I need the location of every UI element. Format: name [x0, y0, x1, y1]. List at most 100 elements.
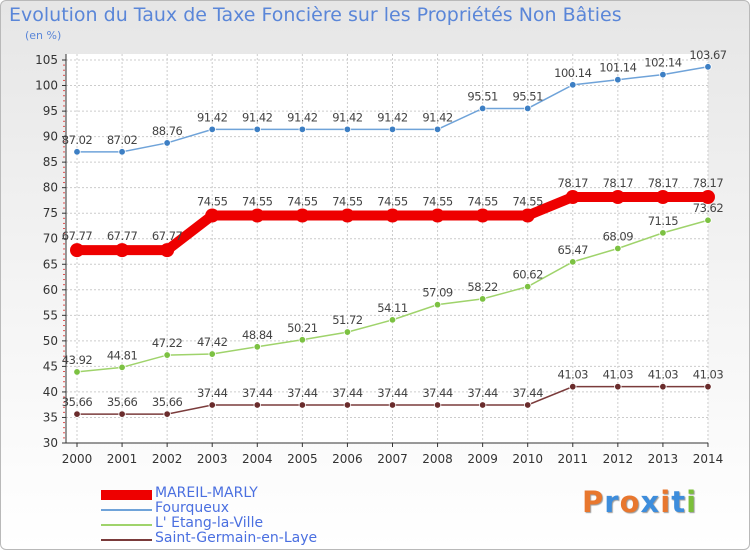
y-tick-label: 65 — [43, 257, 58, 271]
y-minor-tick — [63, 427, 65, 429]
y-minor-tick — [63, 217, 65, 219]
data-point — [73, 410, 81, 418]
data-point — [340, 208, 355, 223]
data-point — [163, 139, 171, 147]
data-label: 41.03 — [558, 368, 589, 382]
data-label: 68.09 — [603, 229, 634, 243]
x-tick-label: 2010 — [512, 452, 543, 466]
data-point — [655, 190, 670, 205]
y-tick-label: 55 — [43, 308, 58, 322]
data-point — [475, 208, 490, 223]
data-label: 51.72 — [332, 313, 363, 327]
y-minor-tick — [63, 345, 65, 347]
x-tick-label: 2012 — [603, 452, 634, 466]
data-point — [388, 316, 397, 324]
data-point — [73, 148, 81, 156]
data-label: 103.67 — [689, 48, 726, 62]
y-minor-tick — [63, 360, 65, 362]
y-tick-label: 30 — [43, 436, 58, 450]
series-0: 67.77 67.77 67.77 74.55 74.55 74.55 74.55 74.55… — [62, 176, 724, 258]
y-minor-tick — [63, 248, 65, 250]
data-label: 54.11 — [377, 301, 408, 315]
data-point — [433, 300, 442, 309]
logo-letter: i — [686, 485, 698, 519]
data-point — [163, 410, 171, 418]
series-3: 35.66 35.66 35.66 37.44 37.44 37.44 37.44 37.44… — [62, 368, 724, 418]
data-label: 67.77 — [152, 229, 183, 243]
data-label: 74.55 — [197, 194, 228, 208]
data-label: 91.42 — [287, 110, 318, 124]
data-label: 47.22 — [152, 336, 183, 350]
data-point — [73, 368, 81, 376]
y-minor-tick — [63, 406, 65, 408]
data-label: 67.77 — [107, 229, 138, 243]
data-label: 47.42 — [197, 335, 228, 349]
data-point — [520, 208, 535, 223]
y-minor-tick — [63, 268, 65, 270]
data-label: 35.66 — [152, 395, 183, 409]
logo-letter: P — [582, 485, 605, 519]
data-point — [610, 190, 625, 205]
y-tick-label: 90 — [43, 130, 58, 144]
x-tick-label: 2009 — [467, 452, 498, 466]
data-point — [205, 208, 220, 223]
data-label: 74.55 — [332, 194, 363, 208]
data-label: 35.66 — [62, 395, 93, 409]
data-label: 37.44 — [512, 386, 543, 400]
x-tick-label: 2001 — [107, 452, 138, 466]
data-point — [160, 243, 175, 258]
data-point — [343, 125, 352, 134]
y-minor-tick — [63, 166, 65, 168]
data-label: 91.42 — [242, 110, 273, 124]
data-label: 67.77 — [62, 229, 93, 243]
data-label: 91.42 — [377, 110, 408, 124]
y-minor-tick — [63, 207, 65, 209]
data-point — [614, 244, 622, 253]
data-point — [343, 328, 352, 336]
y-minor-tick — [63, 304, 65, 306]
data-point — [385, 208, 400, 223]
x-tick-label: 2003 — [197, 452, 228, 466]
y-minor-tick — [63, 396, 65, 398]
y-minor-tick — [63, 197, 65, 199]
data-label: 91.42 — [197, 110, 228, 124]
y-minor-tick — [63, 309, 65, 311]
y-minor-tick — [63, 222, 65, 224]
x-tick-label: 2008 — [422, 452, 453, 466]
data-point — [163, 351, 171, 359]
data-label: 65.47 — [558, 243, 589, 257]
data-label: 74.55 — [377, 194, 408, 208]
x-tick-label: 2006 — [332, 452, 363, 466]
data-point — [704, 63, 712, 71]
data-point — [614, 76, 622, 84]
y-tick-label: 95 — [43, 104, 58, 118]
y-tick-label: 70 — [43, 232, 58, 246]
y-minor-tick — [63, 176, 65, 178]
data-point — [569, 382, 577, 391]
y-minor-tick — [63, 319, 65, 321]
data-label: 44.81 — [107, 348, 138, 362]
x-tick-label: 2005 — [287, 452, 318, 466]
data-label: 91.42 — [332, 110, 363, 124]
data-point — [115, 243, 130, 258]
chart-title: Evolution du Taux de Taxe Foncière sur l… — [9, 4, 622, 26]
data-label: 95.51 — [512, 89, 543, 103]
y-tick-label: 35 — [43, 410, 58, 424]
data-label: 74.55 — [242, 194, 273, 208]
data-label: 43.92 — [62, 353, 93, 367]
y-tick-label: 105 — [35, 53, 58, 67]
y-minor-tick — [63, 371, 65, 373]
data-point — [659, 70, 667, 79]
data-label: 50.21 — [287, 321, 318, 335]
y-minor-tick — [63, 253, 65, 255]
data-label: 37.44 — [197, 386, 228, 400]
data-point — [700, 190, 715, 205]
y-minor-tick — [63, 151, 65, 153]
data-point — [298, 401, 307, 409]
data-label: 78.17 — [558, 176, 589, 190]
data-label: 48.84 — [242, 328, 273, 342]
data-point — [253, 125, 261, 134]
y-minor-tick — [63, 192, 65, 194]
data-label: 91.42 — [422, 110, 453, 124]
